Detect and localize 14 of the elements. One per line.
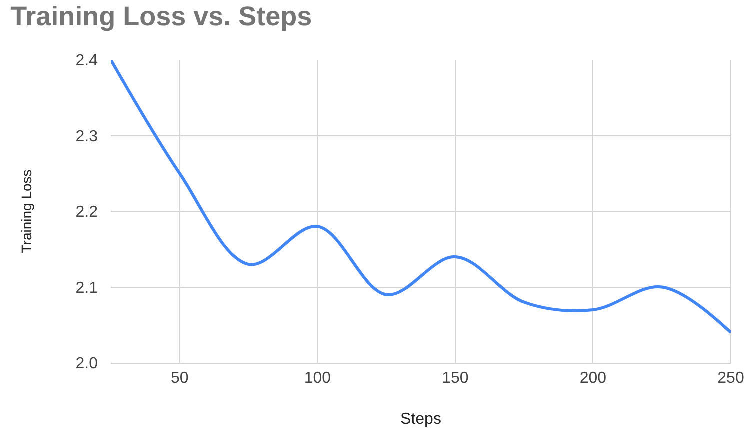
x-tick-label: 50 xyxy=(170,370,189,388)
x-tick-label: 200 xyxy=(580,370,607,388)
line-series xyxy=(111,60,731,334)
y-tick-label: 2.2 xyxy=(76,204,98,222)
chart-title: Training Loss vs. Steps xyxy=(10,1,312,32)
x-axis-title: Steps xyxy=(400,410,442,428)
x-tick-label: 250 xyxy=(718,370,744,388)
y-tick-label: 2.1 xyxy=(76,280,98,297)
y-axis-title: Training Loss xyxy=(18,170,34,254)
x-tick-label: 100 xyxy=(304,370,332,388)
y-tick-label: 2.0 xyxy=(76,356,98,373)
y-tick-label: 2.3 xyxy=(76,128,98,146)
y-tick-label: 2.4 xyxy=(76,52,98,70)
x-tick-label: 150 xyxy=(442,370,469,388)
